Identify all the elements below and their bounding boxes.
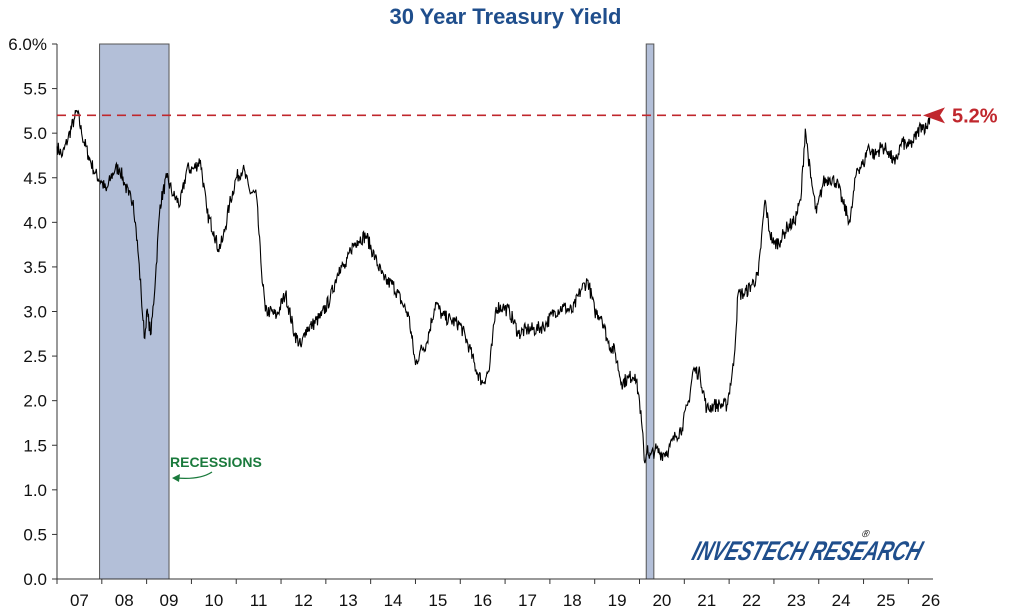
- logo-text: INVESTECH RESEARCH: [689, 536, 928, 566]
- y-tick-label: 2.0: [23, 392, 47, 411]
- x-tick-label: 11: [250, 591, 268, 610]
- x-tick-label: 09: [160, 591, 179, 610]
- x-tick-label: 18: [563, 591, 582, 610]
- reference-arrow-icon: [923, 107, 945, 124]
- y-tick-label: 3.5: [23, 258, 47, 277]
- y-tick-label: 5.5: [23, 80, 47, 99]
- y-tick-label: 1.0: [23, 481, 47, 500]
- x-tick-label: 17: [518, 591, 537, 610]
- y-tick-label: 5.0: [23, 124, 47, 143]
- x-tick-label: 12: [294, 591, 313, 610]
- x-tick-label: 26: [921, 591, 940, 610]
- y-tick-label: 1.5: [23, 436, 47, 455]
- y-axis-ticks: 0.0 0.5 1.0 1.5 2.0 2.5 3.0 3.5 4.0 4.5 5.0 5.5 6.0%: [8, 35, 57, 589]
- x-tick-label: 07: [70, 591, 89, 610]
- x-tick-label: 20: [652, 591, 671, 610]
- recessions-arrowhead-icon: [172, 474, 180, 482]
- x-tick-label: 16: [473, 591, 492, 610]
- y-tick-label: 4.0: [23, 213, 47, 232]
- chart-title: 30 Year Treasury Yield: [389, 4, 622, 29]
- x-tick-label: 23: [787, 591, 806, 610]
- recessions-arrow-icon: [175, 471, 213, 480]
- x-tick-label: 19: [608, 591, 627, 610]
- y-tick-label: 4.5: [23, 169, 47, 188]
- y-tick-label: 0.5: [23, 525, 47, 544]
- x-tick-label: 08: [115, 591, 134, 610]
- registered-mark: ®: [860, 529, 871, 540]
- y-tick-label: 6.0%: [8, 35, 47, 54]
- x-tick-label: 13: [339, 591, 358, 610]
- x-axis-ticks: 07 08 09 10 11 12 13 14 15 16 17 18 19 20 21 22 23 24 25 26: [56, 579, 940, 610]
- recession-bands: [99, 43, 655, 580]
- x-tick-label: 15: [428, 591, 447, 610]
- y-tick-label: 2.5: [23, 347, 47, 366]
- recession-band: [99, 43, 170, 580]
- x-tick-label: 22: [742, 591, 761, 610]
- x-tick-label: 25: [876, 591, 895, 610]
- x-tick-label: 14: [384, 591, 403, 610]
- investech-logo: INVESTECH RESEARCH ®: [689, 529, 928, 566]
- x-tick-label: 24: [832, 591, 851, 610]
- x-tick-label: 21: [697, 591, 716, 610]
- y-tick-label: 3.0: [23, 303, 47, 322]
- yield-series-line: [56, 109, 931, 464]
- recessions-annotation: RECESSIONS: [170, 454, 262, 470]
- x-tick-label: 10: [204, 591, 223, 610]
- reference-label: 5.2%: [952, 105, 998, 127]
- recession-band: [645, 43, 655, 580]
- y-tick-label: 0.0: [23, 570, 47, 589]
